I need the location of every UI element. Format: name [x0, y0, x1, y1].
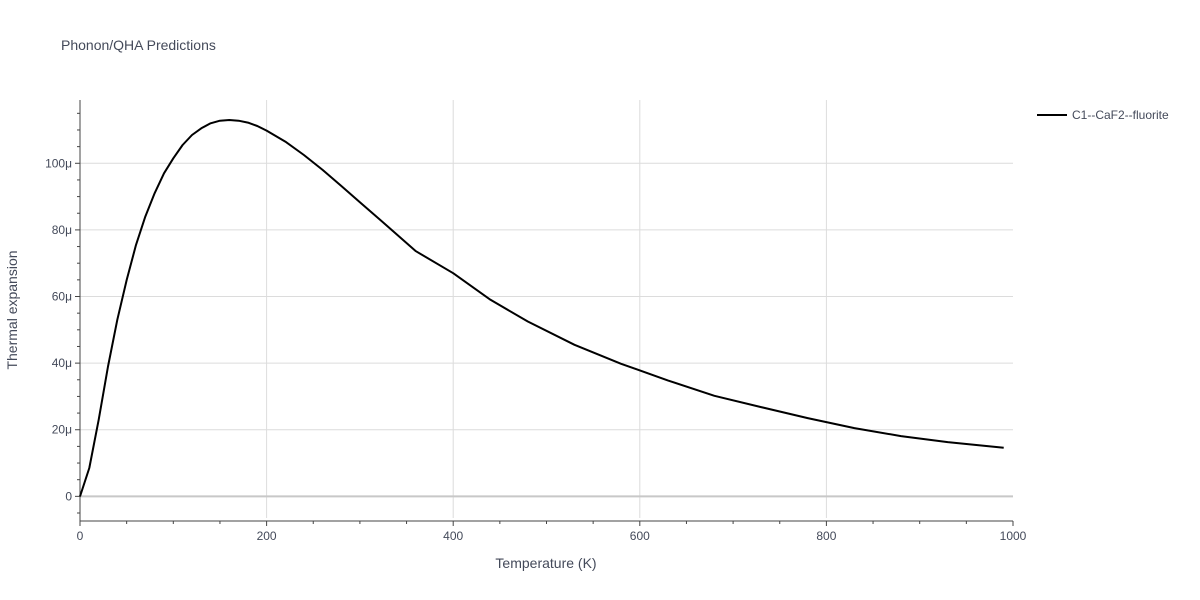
legend-label: C1--CaF2--fluorite	[1072, 108, 1169, 122]
y-tick-label: 60μ	[52, 290, 72, 304]
legend[interactable]: C1--CaF2--fluorite	[1037, 108, 1169, 122]
chart-title: Phonon/QHA Predictions	[61, 37, 216, 53]
y-tick-label: 20μ	[52, 423, 72, 437]
grid	[80, 100, 1013, 518]
x-axis-title: Temperature (K)	[495, 555, 596, 571]
x-tick-label: 600	[630, 529, 650, 543]
x-tick-label: 800	[816, 529, 836, 543]
x-tick-label: 1000	[1000, 529, 1027, 543]
x-tick-label: 400	[443, 529, 463, 543]
x-tick-label: 200	[257, 529, 277, 543]
y-tick-label: 100μ	[45, 156, 72, 170]
y-axis-title: Thermal expansion	[4, 250, 20, 369]
series-layer	[79, 119, 1004, 497]
y-tick-label: 80μ	[52, 223, 72, 237]
axes	[75, 100, 1014, 526]
x-tick-label: 0	[77, 529, 84, 543]
y-tick-label: 0	[65, 489, 72, 503]
series-line	[79, 119, 1004, 497]
tick-labels: 0 200 400 600 800 1000 0 20μ 40μ 60μ 80μ 100μ	[45, 156, 1027, 543]
y-tick-label: 40μ	[52, 356, 72, 370]
